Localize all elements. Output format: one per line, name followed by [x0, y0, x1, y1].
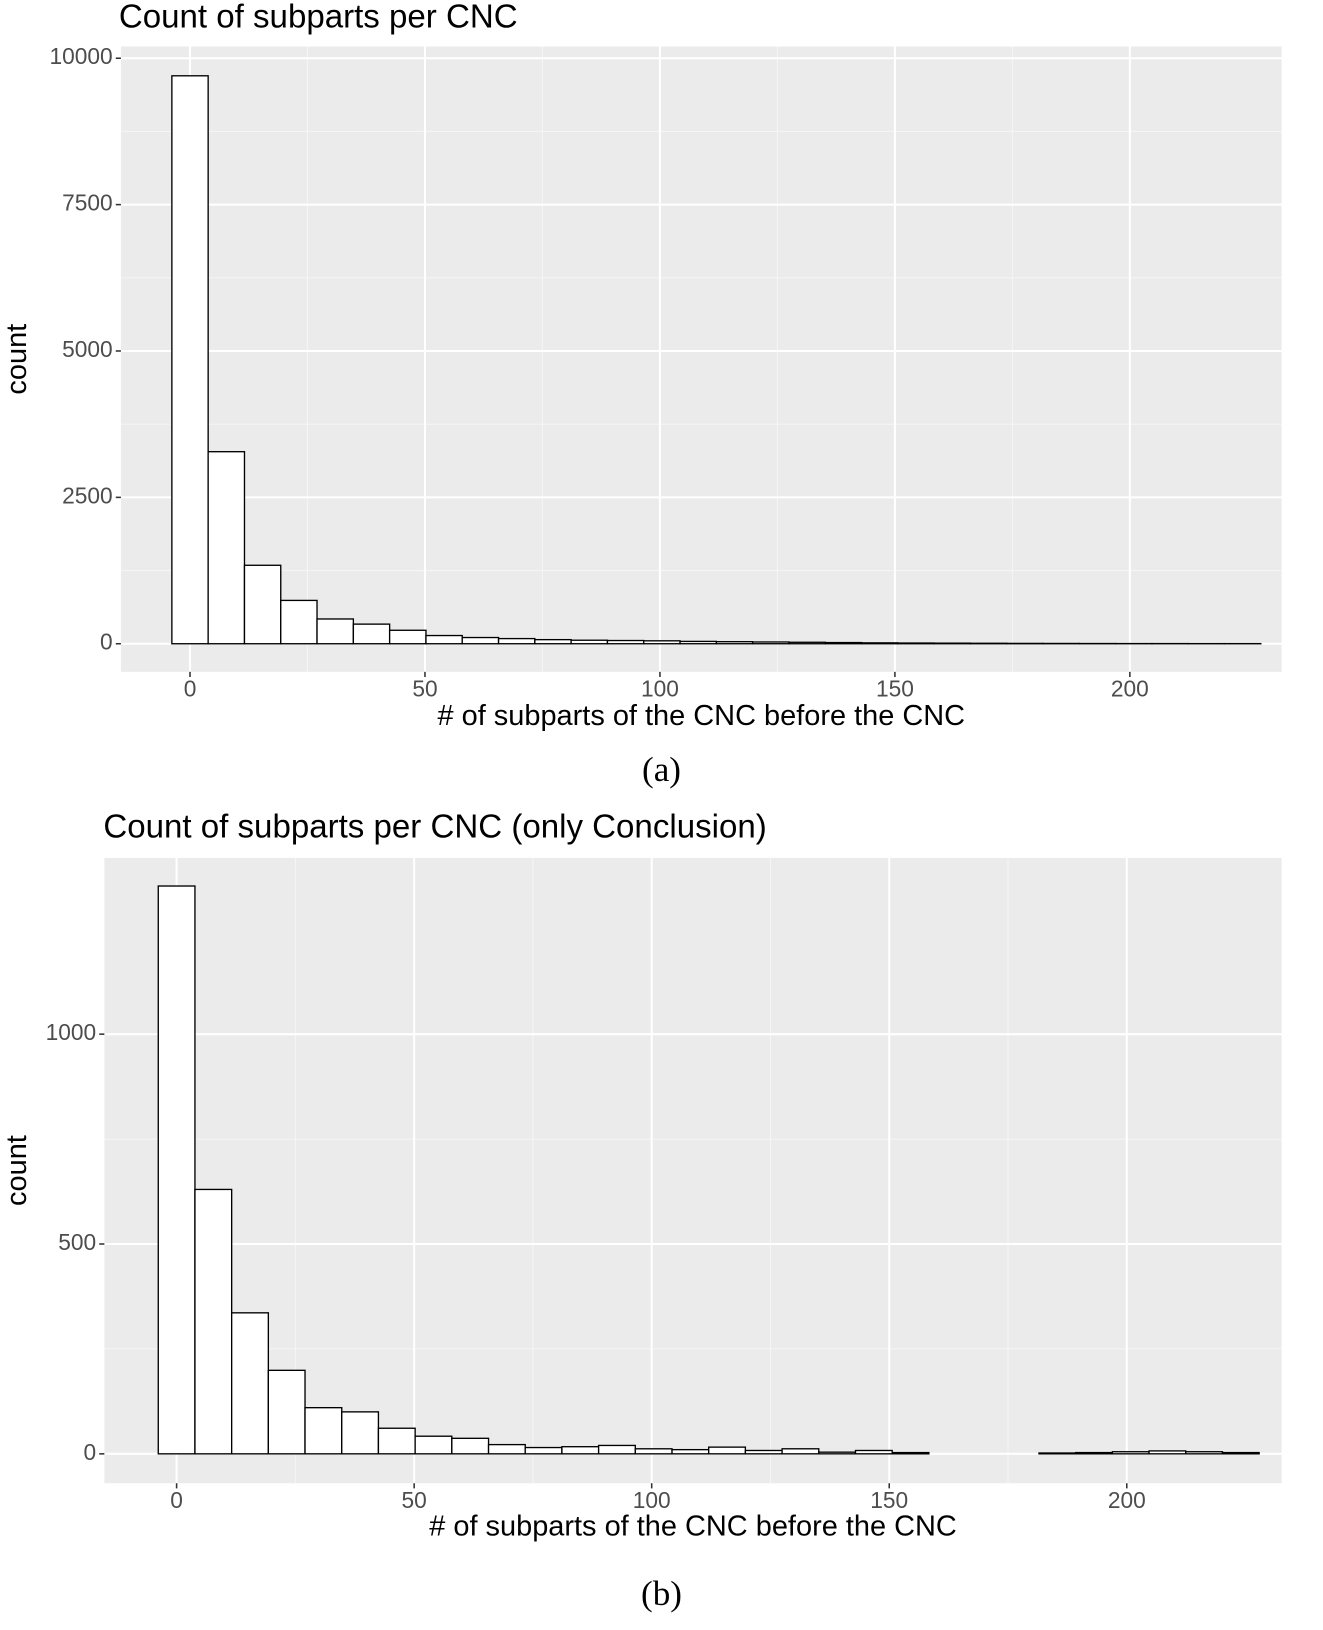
chart-title: Count of subparts per CNC [119, 0, 518, 35]
bar [679, 640, 718, 645]
bar [497, 637, 536, 645]
bar [860, 642, 899, 645]
bar [230, 1312, 270, 1455]
bar [304, 1407, 343, 1455]
bar [788, 641, 826, 645]
bar [643, 640, 681, 645]
bar [207, 451, 246, 645]
bar [280, 599, 318, 645]
bar [1074, 1451, 1114, 1455]
bar [1111, 1451, 1150, 1455]
bar [897, 642, 935, 645]
x-tick-label: 150 [876, 675, 914, 701]
x-tick-label: 0 [170, 1487, 183, 1513]
x-tick-label: 200 [1111, 675, 1149, 701]
bar [570, 639, 609, 645]
bar [671, 1448, 710, 1455]
bar [461, 636, 500, 645]
bar [891, 1451, 930, 1455]
x-tick-label: 150 [870, 1487, 908, 1513]
bar [524, 1446, 563, 1455]
bar [824, 641, 863, 645]
x-tick-label: 100 [633, 1487, 671, 1513]
x-tick-label: 100 [641, 675, 679, 701]
bar [487, 1443, 526, 1455]
y-tick-label: 0 [83, 1439, 96, 1465]
bar [1185, 1451, 1224, 1455]
x-axis-title: # of subparts of the CNC before the CNC [438, 700, 966, 732]
bar [744, 1449, 783, 1455]
bar [561, 1446, 600, 1455]
bar [1221, 1451, 1260, 1455]
bar [1038, 1452, 1077, 1455]
bar [425, 634, 463, 645]
bar [451, 1437, 490, 1455]
x-tick-label: 50 [412, 675, 437, 701]
y-tick-label: 10000 [49, 43, 112, 69]
x-axis-title: # of subparts of the CNC before the CNC [429, 1510, 957, 1542]
caption: (a) [642, 750, 681, 789]
x-tick-label: 50 [402, 1487, 427, 1513]
caption: (b) [641, 1574, 682, 1613]
bar [267, 1369, 306, 1455]
bar [243, 564, 282, 645]
bar [597, 1444, 636, 1455]
bar [854, 1449, 893, 1455]
bar [781, 1448, 820, 1455]
y-tick-label: 1000 [46, 1019, 97, 1045]
chart-title: Count of subparts per CNC (only Conclusi… [103, 809, 766, 846]
bar [606, 639, 645, 645]
bar [194, 1188, 233, 1455]
bar [414, 1435, 453, 1455]
x-tick-label: 0 [184, 675, 197, 701]
y-tick-label: 5000 [62, 336, 113, 362]
y-tick-label: 0 [100, 629, 113, 655]
bar [933, 642, 972, 645]
y-tick-label: 7500 [62, 190, 113, 216]
bar [715, 641, 754, 645]
y-tick-label: 2500 [62, 482, 113, 508]
bar [341, 1411, 380, 1455]
bar [157, 885, 196, 1455]
bar [171, 75, 209, 645]
bar [634, 1448, 673, 1455]
y-axis-title: count [1, 324, 33, 395]
y-axis-title: count [1, 1135, 33, 1206]
bar [751, 641, 790, 645]
x-tick-label: 200 [1108, 1487, 1146, 1513]
bar [708, 1446, 747, 1455]
bar [352, 623, 391, 645]
bar [316, 618, 355, 645]
plot-panel [120, 46, 1282, 672]
bar [534, 638, 572, 645]
bar [377, 1427, 416, 1455]
bar [388, 629, 427, 645]
bar [818, 1451, 857, 1455]
bar [1148, 1450, 1187, 1455]
y-tick-label: 500 [58, 1229, 96, 1255]
